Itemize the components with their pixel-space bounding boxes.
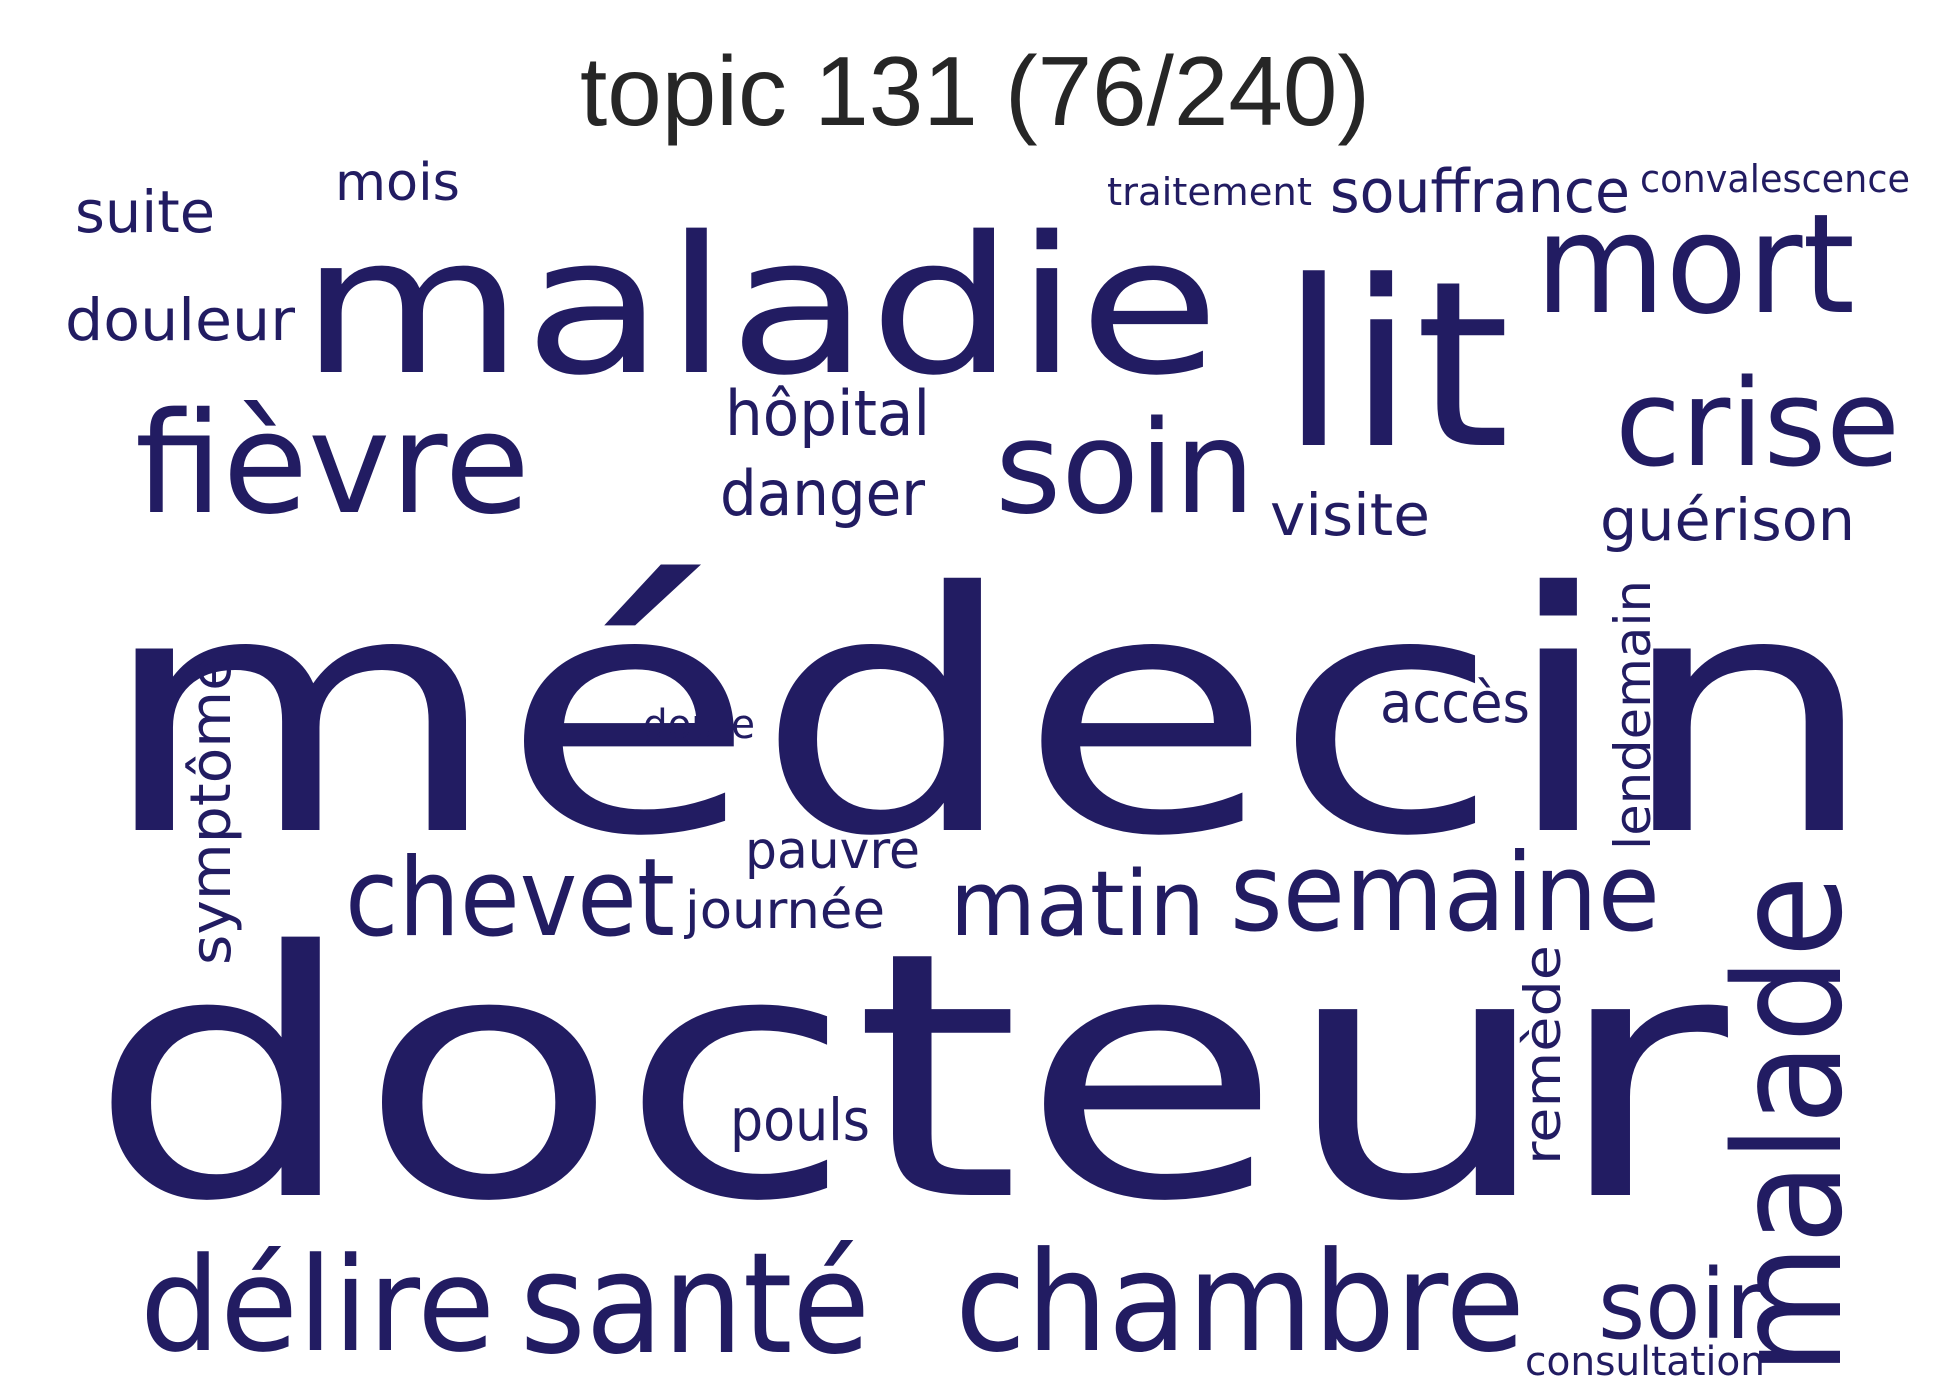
- word-hopital: hôpital: [725, 377, 930, 450]
- word-traitement: traitement: [1107, 170, 1312, 214]
- word-douleur: douleur: [65, 286, 295, 354]
- word-maladie: maladie: [300, 196, 1220, 417]
- word-symptome: symptôme: [179, 655, 244, 965]
- word-soir: soir: [1598, 1249, 1764, 1361]
- word-guerison: guérison: [1600, 486, 1855, 554]
- word-danger: danger: [720, 457, 925, 530]
- word-acces: accès: [1380, 671, 1530, 736]
- word-doute: doute: [643, 702, 755, 748]
- word-delire: délire: [140, 1229, 495, 1381]
- word-lendemain: lendemain: [1604, 580, 1662, 850]
- word-sante: santé: [520, 1223, 870, 1386]
- word-journee: journée: [684, 881, 885, 941]
- word-fievre: fièvre: [135, 383, 530, 546]
- word-crise: crise: [1615, 355, 1900, 494]
- word-suite: suite: [75, 178, 215, 246]
- word-pouls: pouls: [730, 1086, 870, 1154]
- word-visite: visite: [1270, 481, 1430, 549]
- word-lit: lit: [1280, 233, 1510, 500]
- word-docteur: docteur: [88, 880, 1733, 1276]
- word-convalescence: convalescence: [1640, 157, 1910, 201]
- word-mois: mois: [335, 153, 460, 213]
- word-remede: remède: [1514, 945, 1572, 1165]
- word-soin: soin: [995, 394, 1255, 543]
- word-consultation: consultation: [1525, 1339, 1765, 1385]
- word-pauvre: pauvre: [745, 821, 920, 881]
- word-chambre: chambre: [955, 1222, 1525, 1383]
- word-malade: malade: [1703, 875, 1875, 1375]
- word-mort: mort: [1535, 184, 1855, 345]
- word-semaine: semaine: [1230, 831, 1660, 956]
- word-matin: matin: [950, 852, 1205, 957]
- word-souffrance: souffrance: [1330, 157, 1630, 227]
- word-medecin: médecin: [98, 523, 1878, 909]
- word-chevet: chevet: [345, 836, 675, 961]
- chart-title: topic 131 (76/240): [580, 36, 1370, 146]
